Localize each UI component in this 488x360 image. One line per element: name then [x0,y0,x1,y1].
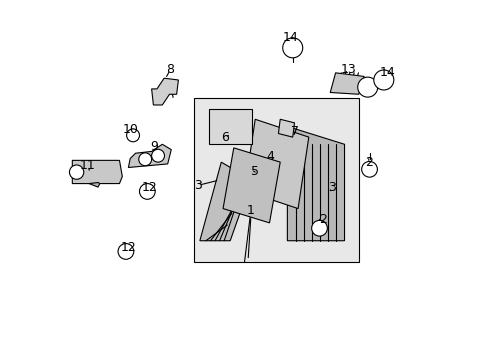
Circle shape [151,149,164,162]
Circle shape [373,70,393,90]
Text: 10: 10 [122,123,138,136]
Text: 13: 13 [340,63,355,76]
Polygon shape [128,144,171,167]
Polygon shape [208,109,251,144]
Text: 9: 9 [150,140,158,153]
Polygon shape [89,183,100,187]
Text: 12: 12 [120,241,136,255]
Circle shape [69,165,83,179]
Polygon shape [287,126,344,241]
Polygon shape [244,119,308,208]
Polygon shape [194,98,358,262]
Text: 11: 11 [80,159,96,172]
Polygon shape [223,148,280,223]
Circle shape [357,77,377,97]
Circle shape [311,220,326,236]
Circle shape [282,38,302,58]
Circle shape [139,153,151,166]
Text: 3: 3 [327,181,335,194]
Text: 14: 14 [379,66,394,79]
Circle shape [118,244,134,259]
Polygon shape [278,119,294,137]
Polygon shape [200,162,251,241]
Text: 8: 8 [166,63,174,76]
Text: 2: 2 [319,213,326,226]
Polygon shape [72,160,122,184]
Polygon shape [151,78,178,105]
Text: 3: 3 [194,179,202,192]
Text: 2: 2 [364,156,372,169]
Circle shape [126,129,139,142]
Circle shape [361,161,377,177]
Text: 4: 4 [266,150,274,163]
Text: 5: 5 [251,165,259,178]
Text: 12: 12 [142,181,158,194]
Text: 6: 6 [221,131,228,144]
Polygon shape [329,73,364,94]
Text: 7: 7 [290,125,298,138]
Text: 1: 1 [246,204,254,217]
Text: 14: 14 [283,31,298,44]
Circle shape [139,184,155,199]
